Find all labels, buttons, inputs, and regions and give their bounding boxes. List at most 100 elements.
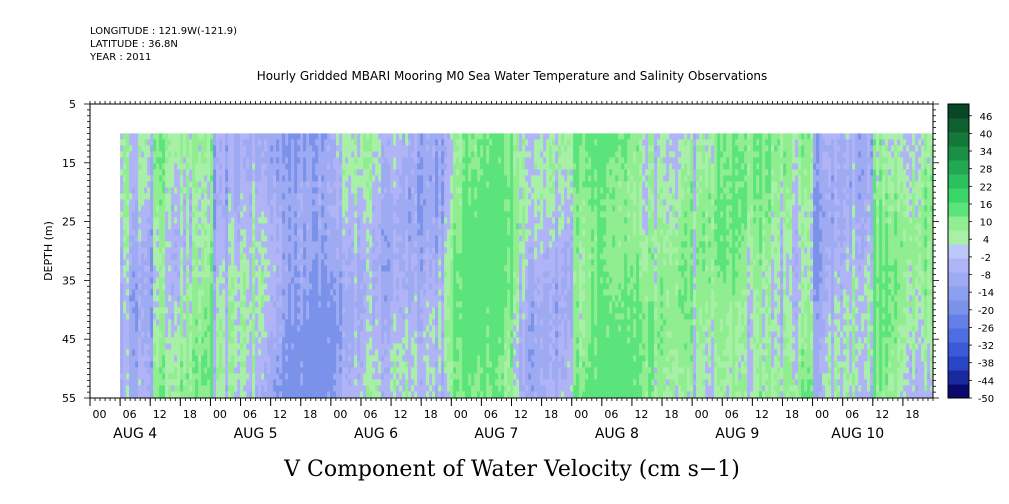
heatmap-cell xyxy=(402,223,406,230)
heatmap-cell xyxy=(138,259,142,266)
heatmap-cell xyxy=(375,325,379,332)
heatmap-cell xyxy=(174,241,178,248)
heatmap-cell xyxy=(387,355,391,362)
heatmap-cell xyxy=(360,295,364,302)
heatmap-cell xyxy=(258,241,262,248)
heatmap-cell xyxy=(123,277,127,284)
heatmap-cell xyxy=(417,343,421,350)
heatmap-cell xyxy=(447,325,451,332)
heatmap-cell xyxy=(228,361,232,368)
heatmap-cell xyxy=(186,145,190,152)
heatmap-cell xyxy=(318,145,322,152)
heatmap-cell xyxy=(186,271,190,278)
heatmap-cell xyxy=(216,133,220,140)
heatmap-cell xyxy=(270,277,274,284)
heatmap-cell xyxy=(285,277,289,284)
heatmap-cell xyxy=(354,241,358,248)
heatmap-cell xyxy=(237,151,241,158)
heatmap-cell xyxy=(390,373,394,380)
heatmap-cell xyxy=(213,391,217,398)
heatmap-cell xyxy=(390,277,394,284)
heatmap-cell xyxy=(264,391,268,398)
heatmap-cell xyxy=(219,295,223,302)
heatmap-cell xyxy=(318,253,322,260)
heatmap-cell xyxy=(321,187,325,194)
heatmap-cell xyxy=(375,265,379,272)
heatmap-cell xyxy=(324,259,328,266)
heatmap-cell xyxy=(135,163,139,170)
heatmap-cell xyxy=(228,139,232,146)
heatmap-cell xyxy=(438,235,442,242)
heatmap-cell xyxy=(246,157,250,164)
heatmap-cell xyxy=(330,289,334,296)
heatmap-cell xyxy=(363,133,367,140)
heatmap-cell xyxy=(276,319,280,326)
heatmap-cell xyxy=(309,253,313,260)
heatmap-cell xyxy=(420,175,424,182)
heatmap-cell xyxy=(363,301,367,308)
heatmap-cell xyxy=(270,133,274,140)
heatmap-cell xyxy=(426,169,430,176)
heatmap-cell xyxy=(135,361,139,368)
heatmap-cell xyxy=(168,223,172,230)
heatmap-cell xyxy=(147,247,151,254)
heatmap-cell xyxy=(405,247,409,254)
heatmap-cell xyxy=(159,235,163,242)
heatmap-cell xyxy=(399,175,403,182)
heatmap-cell xyxy=(153,337,157,344)
heatmap-cell xyxy=(429,379,433,386)
heatmap-cell xyxy=(210,373,214,380)
heatmap-cell xyxy=(186,307,190,314)
heatmap-cell xyxy=(345,259,349,266)
heatmap-cell xyxy=(294,343,298,350)
heatmap-cell xyxy=(126,205,130,212)
heatmap-cell xyxy=(336,355,340,362)
heatmap-cell xyxy=(210,187,214,194)
heatmap-cell xyxy=(426,133,430,140)
heatmap-cell xyxy=(309,145,313,152)
heatmap-cell xyxy=(390,187,394,194)
heatmap-cell xyxy=(132,325,136,332)
heatmap-cell xyxy=(354,301,358,308)
heatmap-cell xyxy=(264,217,268,224)
heatmap-cell xyxy=(366,379,370,386)
heatmap-cell xyxy=(261,181,265,188)
heatmap-cell xyxy=(432,307,436,314)
heatmap-cell xyxy=(393,199,397,206)
heatmap-cell xyxy=(270,223,274,230)
heatmap-cell xyxy=(354,253,358,260)
heatmap-cell xyxy=(231,361,235,368)
heatmap-cell xyxy=(144,361,148,368)
heatmap-cell xyxy=(417,247,421,254)
heatmap-cell xyxy=(429,289,433,296)
heatmap-cell xyxy=(273,205,277,212)
heatmap-cell xyxy=(303,199,307,206)
heatmap-cell xyxy=(147,217,151,224)
heatmap-cell xyxy=(162,379,166,386)
heatmap-cell xyxy=(228,169,232,176)
heatmap-cell xyxy=(363,157,367,164)
heatmap-cell xyxy=(378,169,382,176)
heatmap-cell xyxy=(408,223,412,230)
heatmap-cell xyxy=(297,253,301,260)
heatmap-cell xyxy=(279,367,283,374)
heatmap-cell xyxy=(177,343,181,350)
heatmap-cell xyxy=(159,169,163,176)
heatmap-cell xyxy=(444,349,448,356)
heatmap-cell xyxy=(435,313,439,320)
heatmap-cell xyxy=(288,235,292,242)
heatmap-cell xyxy=(378,217,382,224)
heatmap-cell xyxy=(429,337,433,344)
heatmap-cell xyxy=(174,181,178,188)
heatmap-cell xyxy=(315,319,319,326)
heatmap-cell xyxy=(129,277,133,284)
heatmap-cell xyxy=(270,283,274,290)
heatmap-cell xyxy=(288,175,292,182)
heatmap-cell xyxy=(183,217,187,224)
heatmap-cell xyxy=(273,139,277,146)
heatmap-cell xyxy=(354,385,358,392)
heatmap-cell xyxy=(231,355,235,362)
heatmap-cell xyxy=(165,277,169,284)
heatmap-cell xyxy=(120,193,124,200)
heatmap-cell xyxy=(135,319,139,326)
